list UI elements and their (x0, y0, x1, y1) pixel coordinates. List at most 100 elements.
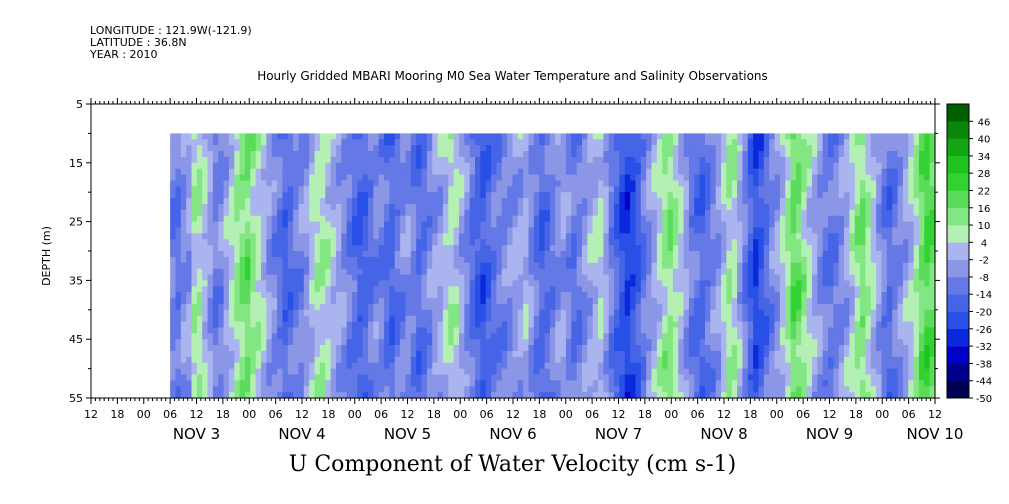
heat-cell (619, 380, 626, 387)
heat-cell (325, 286, 332, 293)
heat-cell (512, 203, 519, 211)
heat-cell (346, 174, 353, 182)
heat-cell (389, 321, 396, 329)
heat-cell (485, 198, 492, 205)
heat-cell (678, 186, 685, 193)
heat-cell (678, 215, 685, 223)
heat-cell (694, 315, 701, 323)
heat-cell (475, 274, 481, 281)
heat-cell (683, 345, 690, 352)
heat-cell (464, 203, 471, 211)
heat-cell (758, 339, 765, 346)
heat-cell (705, 133, 711, 140)
heat-cell (330, 386, 337, 393)
heat-cell (614, 156, 621, 164)
heat-cell (603, 374, 610, 381)
heat-cell (635, 280, 642, 287)
heat-cell (603, 209, 610, 217)
heat-cell (186, 368, 193, 376)
heat-cell (603, 386, 610, 393)
heat-cell (565, 245, 572, 252)
heat-cell (485, 286, 492, 293)
heat-cell (421, 215, 428, 223)
heat-cell (688, 256, 695, 264)
heat-cell (496, 145, 503, 152)
heat-cell (592, 339, 599, 346)
heat-cell (442, 233, 449, 240)
heat-cell (560, 350, 567, 358)
heat-cell (576, 227, 583, 234)
heat-cell (581, 239, 588, 246)
heat-cell (737, 209, 744, 217)
heat-cell (405, 186, 412, 193)
heat-cell (651, 221, 658, 229)
heat-cell (608, 186, 615, 193)
heat-cell (688, 368, 695, 376)
heat-cell (357, 145, 364, 152)
heat-cell (662, 333, 669, 340)
heat-cell (581, 333, 588, 340)
heat-cell (357, 309, 364, 317)
heat-cell (614, 356, 621, 364)
heat-cell (400, 215, 407, 223)
heat-cell (186, 133, 193, 140)
heat-cell (314, 221, 321, 229)
heat-cell (640, 327, 647, 334)
heat-cell (335, 198, 342, 205)
heat-cell (539, 133, 546, 140)
heat-cell (228, 139, 235, 146)
heat-cell (491, 339, 497, 346)
heat-cell (694, 245, 701, 252)
heat-cell (624, 251, 631, 258)
heat-cell (410, 298, 417, 305)
heat-cell (587, 145, 594, 152)
heat-cell (309, 162, 316, 170)
heat-cell (480, 151, 487, 158)
heat-cell (710, 315, 717, 323)
heat-cell (672, 298, 679, 305)
heat-cell (619, 180, 626, 187)
heat-cell (234, 315, 241, 323)
heat-cell (207, 309, 214, 317)
heat-cell (614, 256, 621, 264)
heat-cell (410, 162, 417, 170)
heat-cell (368, 168, 374, 176)
heat-cell (598, 274, 604, 281)
heat-cell (715, 192, 722, 199)
heat-cell (507, 356, 514, 364)
heat-cell (721, 268, 727, 276)
heat-cell (640, 168, 647, 176)
heat-cell (517, 186, 524, 193)
heat-cell (523, 203, 530, 211)
heat-cell (293, 162, 300, 170)
heat-cell (234, 303, 241, 311)
heat-cell (598, 186, 604, 193)
heat-cell (416, 198, 423, 205)
heat-cell (351, 350, 358, 358)
heat-cell (330, 209, 337, 217)
heat-cell (662, 345, 669, 352)
heat-cell (747, 268, 754, 276)
heat-cell (544, 268, 551, 276)
heat-cell (646, 245, 653, 252)
heat-cell (549, 151, 556, 158)
heat-cell (202, 192, 209, 199)
heat-cell (683, 233, 690, 240)
heat-cell (325, 139, 332, 146)
heat-cell (608, 386, 615, 393)
heat-cell (266, 286, 273, 293)
heat-cell (218, 298, 225, 305)
heat-cell (218, 333, 225, 340)
heat-cell (239, 309, 246, 317)
heat-cell (747, 174, 754, 182)
heat-cell (640, 209, 647, 217)
heat-cell (448, 339, 455, 346)
heat-cell (319, 186, 326, 193)
heat-cell (731, 327, 738, 334)
heat-cell (239, 198, 246, 205)
heat-cell (303, 333, 310, 340)
heat-cell (737, 245, 744, 252)
heat-cell (357, 227, 364, 234)
heat-cell (475, 350, 481, 358)
heat-cell (180, 256, 187, 264)
